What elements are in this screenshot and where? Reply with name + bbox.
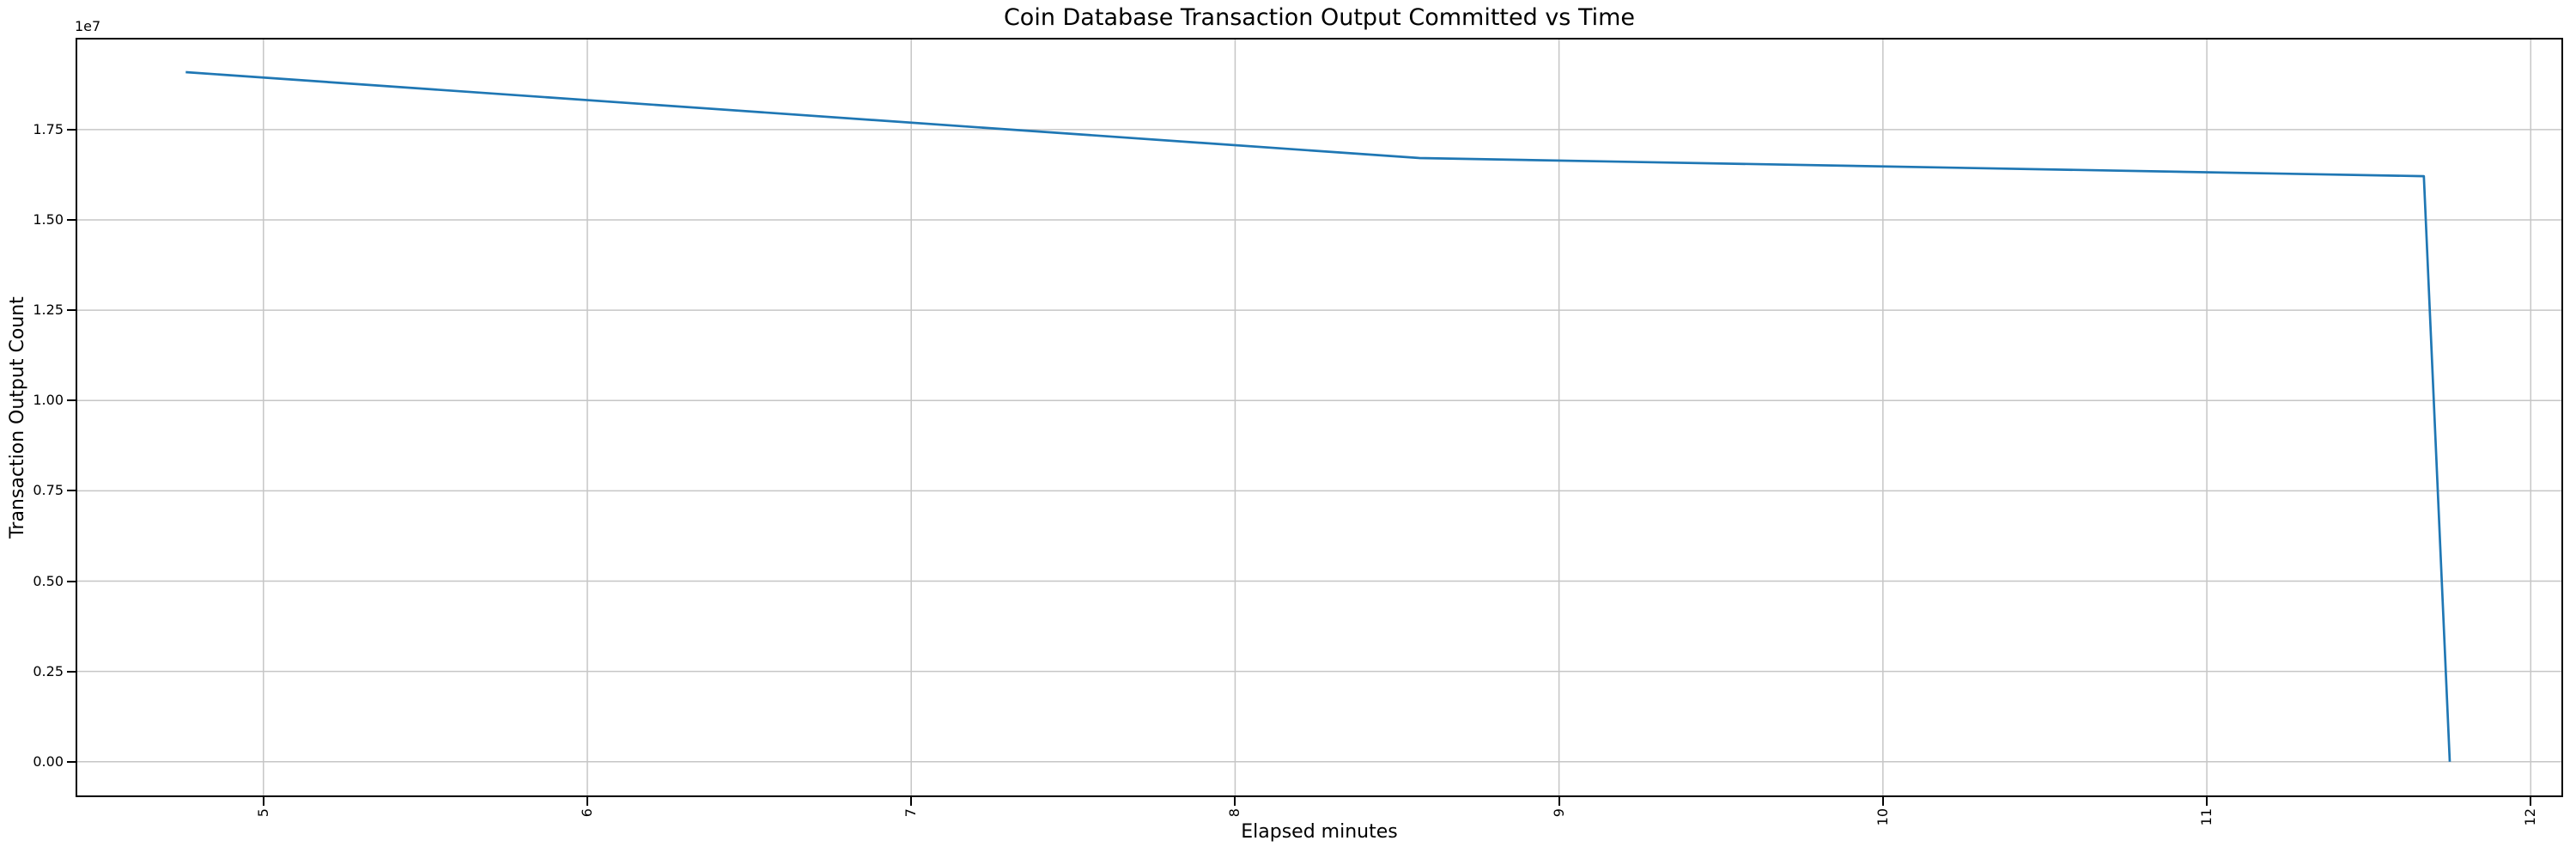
y-tick-mark [67, 580, 76, 582]
y-axis-label: Transaction Output Count [7, 296, 28, 539]
data-line [185, 70, 2451, 762]
chart-title: Coin Database Transaction Output Committ… [1003, 4, 1636, 31]
plot-area [76, 38, 2563, 797]
y-tick-label: 0.25 [33, 662, 64, 679]
y-tick-mark [67, 218, 76, 221]
x-tick-mark [2206, 797, 2208, 806]
y-tick-mark [67, 670, 76, 673]
x-axis-label: Elapsed minutes [1241, 821, 1398, 843]
y-tick-mark [67, 128, 76, 131]
y-axis-offset-label: 1e7 [75, 18, 101, 34]
x-tick-mark [1558, 797, 1560, 806]
x-tick-mark [262, 797, 264, 806]
y-tick-label: 1.50 [33, 210, 64, 228]
y-tick-label: 1.75 [33, 120, 64, 137]
x-tick-label: 7 [902, 808, 920, 818]
y-tick-label: 1.25 [33, 302, 64, 319]
axes-spines [76, 38, 2563, 797]
y-tick-label: 0.50 [33, 572, 64, 589]
y-tick-label: 1.00 [33, 392, 64, 409]
x-tick-label: 9 [1550, 808, 1567, 818]
x-tick-label: 8 [1226, 808, 1243, 818]
y-tick-mark [67, 399, 76, 402]
x-tick-mark [586, 797, 588, 806]
y-tick-label: 0.75 [33, 482, 64, 499]
y-tick-mark [67, 309, 76, 312]
x-tick-mark [2530, 797, 2532, 806]
x-tick-mark [1234, 797, 1236, 806]
y-tick-mark [67, 760, 76, 763]
x-tick-mark [1881, 797, 1884, 806]
x-tick-mark [910, 797, 913, 806]
y-tick-mark [67, 490, 76, 492]
x-tick-label: 5 [254, 808, 271, 818]
y-tick-label: 0.00 [33, 752, 64, 770]
x-tick-label: 6 [578, 808, 595, 818]
line-chart [76, 38, 2563, 797]
